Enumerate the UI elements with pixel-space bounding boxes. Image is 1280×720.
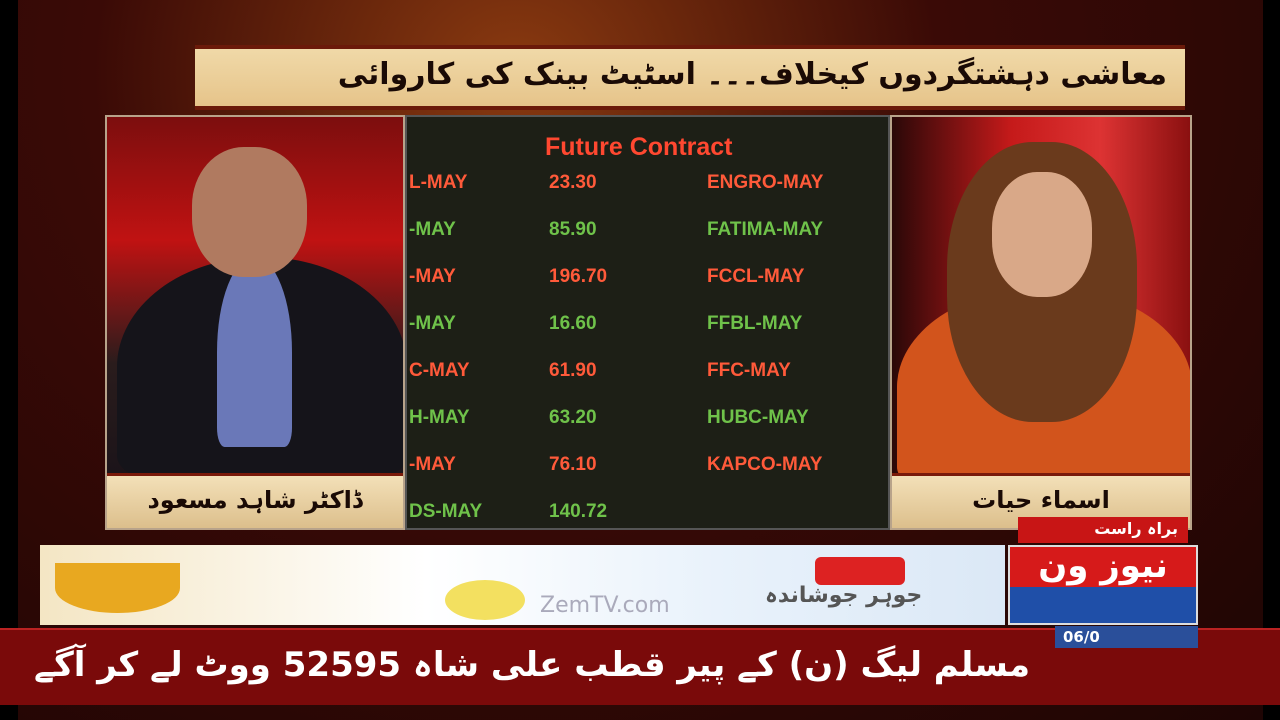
host-video-panel: اسماء حیات — [890, 115, 1192, 530]
date-time: 06/0 — [1055, 626, 1198, 648]
board-cell-left: -MAY — [409, 219, 456, 240]
guest-shirt — [217, 257, 292, 447]
board-cell-value: 85.90 — [549, 219, 597, 240]
board-cell-right: FFBL-MAY — [707, 313, 803, 334]
board-cell-left: H-MAY — [409, 407, 470, 428]
host-face — [992, 172, 1092, 297]
board-cell-left: -MAY — [409, 313, 456, 334]
board-cell-right: ENGRO-MAY — [707, 172, 824, 193]
board-cell-right: FCCL-MAY — [707, 266, 805, 287]
ad-seal — [445, 580, 525, 620]
board-cell-right: HUBC-MAY — [707, 407, 809, 428]
board-cell-right: FATIMA-MAY — [707, 219, 824, 240]
board-cell-value: 76.10 — [549, 454, 597, 475]
board-cell-value: 140.72 — [549, 501, 608, 522]
board-cell-right: FFC-MAY — [707, 360, 791, 381]
board-title: Future Contract — [545, 133, 733, 161]
board-cell-value: 63.20 — [549, 407, 597, 428]
tea-cup-image — [55, 563, 180, 613]
headline-banner: معاشی دہشتگردوں کیخلاف۔۔۔ اسٹیٹ بینک کی … — [195, 45, 1185, 110]
guest-nameplate: ڈاکٹر شاہد مسعود — [107, 473, 403, 528]
watermark: ZemTV.com — [540, 593, 670, 618]
ad-brand-text: جوہر جوشاندہ — [765, 583, 923, 608]
board-cell-left: C-MAY — [409, 360, 470, 381]
board-cell-value: 196.70 — [549, 266, 608, 287]
guest-face — [192, 147, 307, 277]
board-cell-left: L-MAY — [409, 172, 468, 193]
live-badge: براہ راست — [1018, 517, 1188, 543]
board-cell-left: -MAY — [409, 266, 456, 287]
board-cell-left: -MAY — [409, 454, 456, 475]
board-cell-value: 61.90 — [549, 360, 597, 381]
channel-logo: نیوز ون — [1008, 545, 1198, 625]
advertisement-banner: ZemTV.com جوہر جوشاندہ — [40, 545, 1005, 625]
guest-video-panel: ڈاکٹر شاہد مسعود — [105, 115, 405, 530]
board-cell-value: 16.60 — [549, 313, 597, 334]
stock-board: Future Contract L-MAY 23.30 ENGRO-MAY -MAY 8… — [405, 115, 890, 530]
board-cell-right: KAPCO-MAY — [707, 454, 823, 475]
ad-logo — [815, 557, 905, 585]
board-cell-value: 23.30 — [549, 172, 597, 193]
board-cell-left: DS-MAY — [409, 501, 483, 522]
